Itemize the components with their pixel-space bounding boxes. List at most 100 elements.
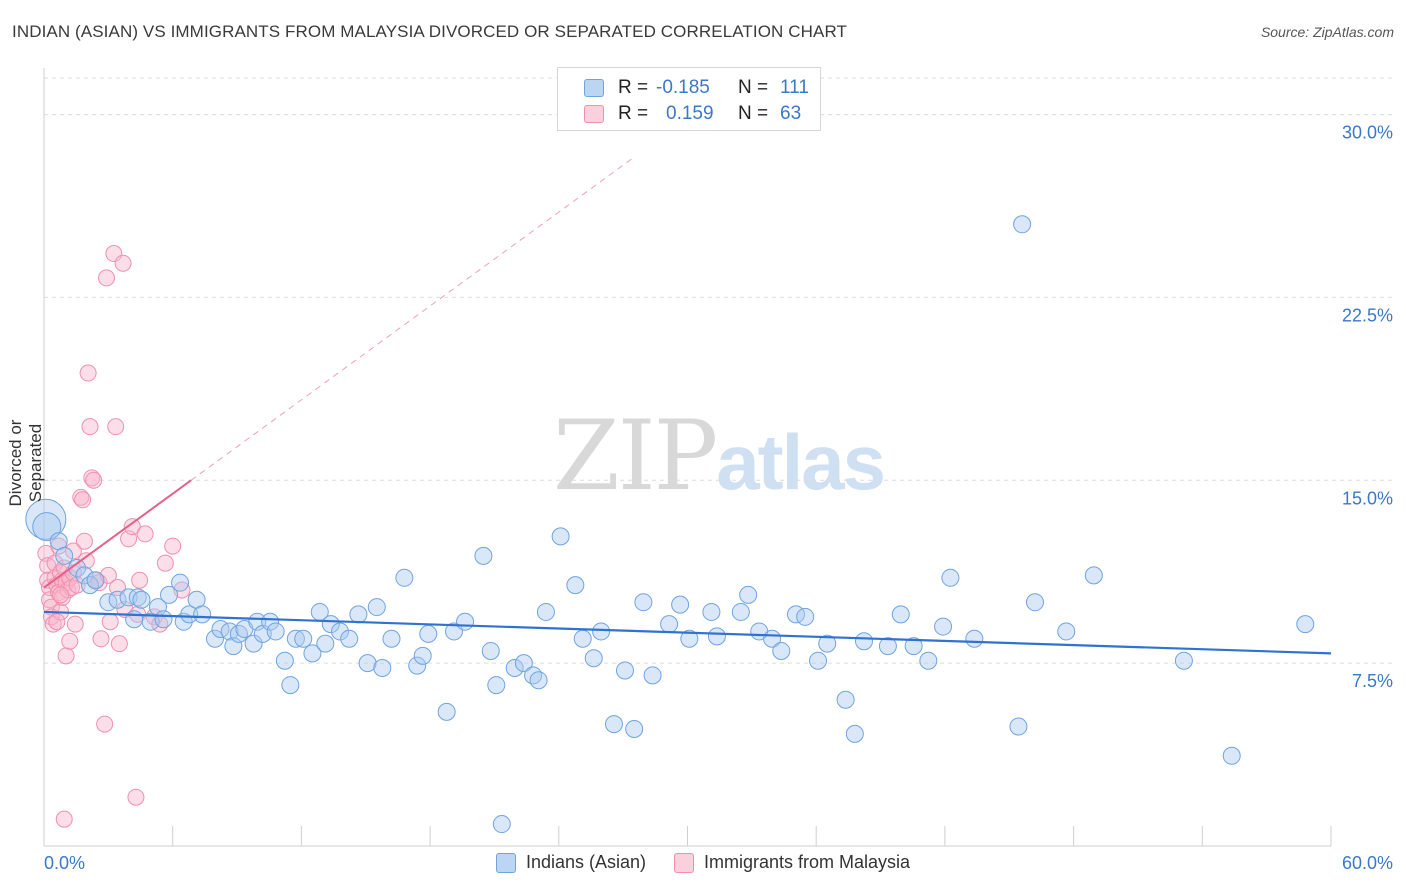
tick-labels: 7.5% 15.0% 22.5% 30.0% 0.0% 60.0% (44, 123, 1393, 873)
malaysia-point (127, 788, 145, 806)
r-label: R = (618, 77, 649, 98)
indians-point (68, 559, 87, 578)
indians-point (878, 637, 897, 656)
legend-swatch-blue (495, 852, 516, 873)
indians-point (643, 666, 662, 685)
indians-point (275, 651, 294, 670)
grid-lines (44, 77, 1392, 664)
malaysia-point (77, 552, 95, 570)
malaysia-point (109, 579, 127, 597)
malaysia-point (98, 269, 116, 287)
indians-point (382, 629, 401, 648)
indians-point (261, 612, 280, 631)
trend-lines (43, 158, 1332, 655)
indians-point (1057, 622, 1076, 641)
legend-swatch-blue (584, 79, 604, 97)
malaysia-point (61, 632, 79, 650)
indians-point (349, 605, 368, 624)
indians-point (1222, 746, 1241, 765)
malaysia-point (52, 586, 70, 604)
indians-point (1084, 566, 1103, 585)
indians-point (303, 644, 322, 663)
indians-point (193, 605, 212, 624)
indians-point (731, 602, 750, 621)
malaysia-point (79, 364, 97, 382)
indians-point (419, 624, 438, 643)
malaysia-point (131, 571, 149, 589)
malaysia-point (92, 630, 110, 648)
indians-point (818, 634, 837, 653)
indians-point (125, 610, 144, 629)
indians-point (584, 649, 603, 668)
y-tick-label: 7.5% (1352, 671, 1393, 691)
malaysia-point (96, 715, 114, 733)
indians-point (80, 576, 99, 595)
n-label: N = (738, 77, 769, 98)
indians-point (316, 634, 335, 653)
n-value: 111 (780, 77, 809, 98)
series-indians-points (25, 215, 1315, 834)
indians-point (294, 629, 313, 648)
r-value: -0.185 (656, 77, 710, 98)
indians-point (358, 654, 377, 673)
malaysia-point (83, 469, 101, 487)
y-tick-label: 15.0% (1342, 488, 1393, 508)
indians-point (244, 634, 263, 653)
indians-point (604, 715, 623, 734)
indians-point (132, 590, 151, 609)
indians-point (160, 585, 179, 604)
legend-swatch-pink (584, 105, 604, 123)
legend-item-malaysia[interactable]: Immigrants from Malaysia (674, 852, 910, 873)
indians-point (891, 605, 910, 624)
malaysia-point (64, 542, 82, 560)
source-label: Source: ZipAtlas.com (1260, 24, 1394, 40)
r-value: 0.159 (666, 103, 714, 124)
legend-label-indians: Indians (Asian) (525, 852, 646, 872)
indians-point (529, 671, 548, 690)
y-tick-label: 30.0% (1342, 123, 1393, 143)
stats-legend: R = -0.185 N = 111 R = 0.159 N = 63 (557, 67, 821, 131)
malaysia-point (68, 576, 86, 594)
malaysia-point (75, 532, 93, 550)
indians-point (180, 605, 199, 624)
indians-point (474, 546, 493, 565)
indians-point (437, 702, 456, 721)
indians-point (845, 724, 864, 743)
indians-point (373, 659, 392, 678)
n-label: N = (738, 103, 769, 124)
malaysia-point (81, 418, 99, 436)
indians-point (281, 676, 300, 695)
watermark-atlas: atlas (716, 418, 886, 506)
indians-point (1013, 215, 1032, 234)
watermark-zip: ZIP (553, 400, 718, 512)
indians-point (229, 624, 248, 643)
legend-item-indians[interactable]: Indians (Asian) (495, 852, 646, 873)
indians-point (340, 629, 359, 648)
indians-point (524, 666, 543, 685)
legend-swatch-pink (674, 852, 694, 873)
indians-point (904, 637, 923, 656)
malaysia-point (46, 554, 64, 572)
indians-point (592, 622, 611, 641)
malaysia-point (57, 647, 75, 665)
indians-point (536, 602, 555, 621)
indians-point (809, 651, 828, 670)
indians-point (1296, 615, 1315, 634)
indians-point (481, 641, 500, 660)
malaysia-point (48, 613, 66, 631)
indians-point (739, 585, 758, 604)
indians-point (171, 573, 190, 592)
indians-point (919, 651, 938, 670)
indians-point (796, 607, 815, 626)
indians-point (367, 598, 386, 617)
malaysia-point (123, 518, 141, 536)
indians-point (487, 676, 506, 695)
indians-point (855, 632, 874, 651)
indians-point (671, 595, 690, 614)
indians-point (331, 622, 350, 641)
indians-trend-line (43, 610, 1332, 655)
indians-point (75, 566, 94, 585)
indians-point (395, 568, 414, 587)
n-value: 63 (780, 103, 802, 124)
